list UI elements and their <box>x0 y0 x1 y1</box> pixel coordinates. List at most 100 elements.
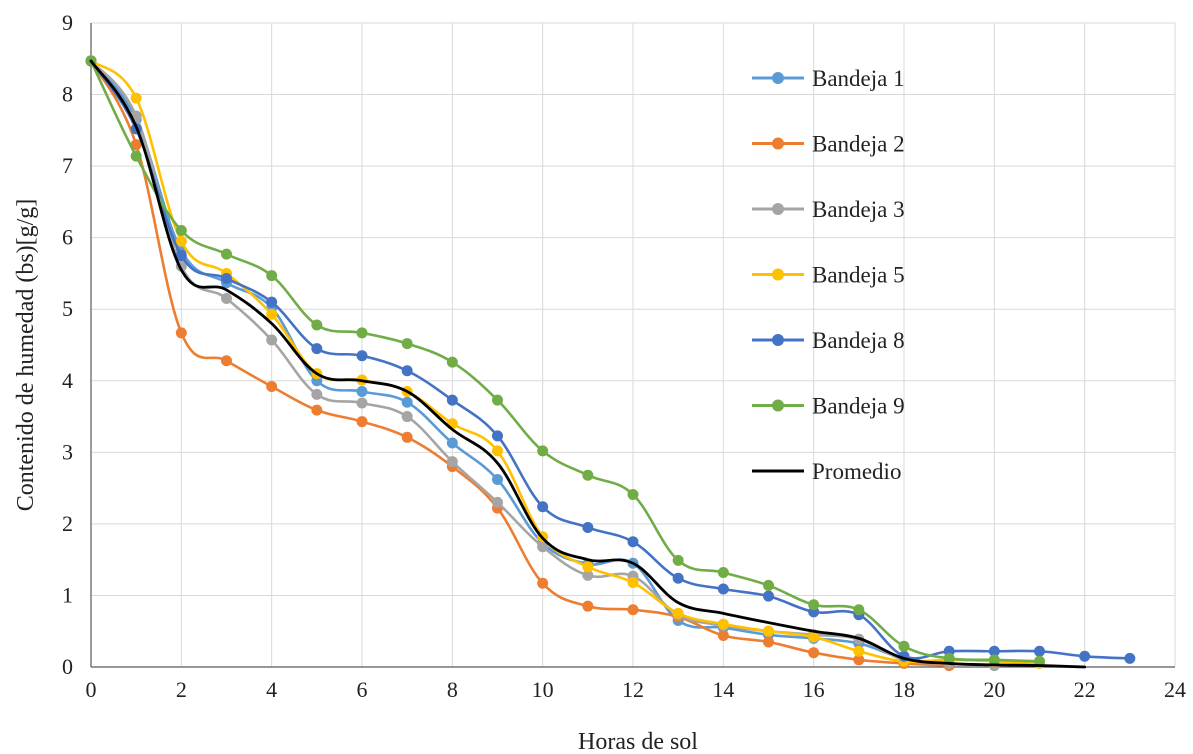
data-point-bandeja-8 <box>1124 652 1136 664</box>
series-group <box>85 55 1136 672</box>
legend-item-bandeja-5: Bandeja 5 <box>752 263 905 288</box>
data-point-bandeja-9 <box>808 599 820 611</box>
data-point-bandeja-8 <box>311 343 323 355</box>
data-point-bandeja-5 <box>853 645 865 657</box>
legend-item-bandeja-1: Bandeja 1 <box>752 66 905 91</box>
legend-item-promedio: Promedio <box>752 459 901 484</box>
y-tick-label: 6 <box>62 225 73 250</box>
x-tick-label: 2 <box>176 677 187 702</box>
legend-marker <box>772 334 784 346</box>
data-point-bandeja-8 <box>717 583 729 595</box>
x-tick-label: 6 <box>357 677 368 702</box>
y-tick-label: 1 <box>62 582 73 607</box>
x-axis-label: Horas de sol <box>578 729 698 754</box>
y-tick-label: 3 <box>62 439 73 464</box>
y-tick-label: 0 <box>62 654 73 679</box>
data-point-bandeja-5 <box>627 577 639 589</box>
data-point-bandeja-3 <box>266 334 278 346</box>
data-point-bandeja-9 <box>446 356 458 368</box>
x-tick-label: 20 <box>983 677 1005 702</box>
legend-item-bandeja-9: Bandeja 9 <box>752 394 905 419</box>
data-point-bandeja-8 <box>672 572 684 584</box>
data-point-bandeja-9 <box>717 567 729 579</box>
legend-label: Bandeja 9 <box>812 394 905 419</box>
data-point-bandeja-9 <box>266 270 278 282</box>
data-point-bandeja-9 <box>311 319 323 331</box>
legend-marker <box>772 137 784 150</box>
data-point-bandeja-2 <box>763 636 774 648</box>
data-point-bandeja-9 <box>175 225 187 237</box>
data-point-bandeja-1 <box>492 474 503 486</box>
data-point-bandeja-8 <box>1079 650 1091 662</box>
data-point-bandeja-3 <box>537 541 549 553</box>
y-tick-label: 7 <box>62 153 73 178</box>
data-point-bandeja-8 <box>446 394 458 406</box>
series-bandeja-2 <box>85 55 955 672</box>
data-point-bandeja-9 <box>130 150 142 162</box>
data-point-bandeja-9 <box>988 654 1000 666</box>
data-point-bandeja-5 <box>763 625 774 637</box>
legend-label: Bandeja 2 <box>812 132 905 157</box>
series-line-bandeja-8 <box>89 59 1132 660</box>
data-point-bandeja-8 <box>537 501 549 513</box>
legend-label: Bandeja 8 <box>812 328 905 353</box>
legend-marker <box>772 203 784 215</box>
data-point-bandeja-8 <box>356 350 368 362</box>
data-point-bandeja-3 <box>356 397 368 409</box>
data-point-bandeja-5 <box>582 561 594 573</box>
legend-item-bandeja-8: Bandeja 8 <box>752 328 905 353</box>
data-point-bandeja-5 <box>266 308 278 320</box>
legend-marker <box>772 72 784 84</box>
data-point-bandeja-3 <box>582 569 594 581</box>
data-point-bandeja-3 <box>311 388 323 400</box>
data-point-bandeja-3 <box>401 411 413 423</box>
data-point-bandeja-8 <box>763 590 774 602</box>
data-point-bandeja-9 <box>853 604 865 616</box>
data-point-bandeja-5 <box>808 631 820 643</box>
grid-lines <box>91 22 1176 667</box>
y-tick-label: 9 <box>62 10 73 35</box>
legend: Bandeja 1 Bandeja 2 Bandeja 3 Bandeja 5 Band… <box>752 66 905 484</box>
data-point-bandeja-3 <box>221 292 232 304</box>
y-tick-label: 2 <box>62 511 73 536</box>
y-tick-labels: 0 1 2 3 4 5 6 7 8 9 <box>62 10 73 679</box>
x-tick-label: 10 <box>532 677 554 702</box>
data-point-bandeja-9 <box>356 327 368 339</box>
data-point-bandeja-9 <box>943 652 955 664</box>
data-point-bandeja-9 <box>537 445 549 457</box>
data-point-bandeja-2 <box>130 139 142 151</box>
y-tick-label: 5 <box>62 296 73 321</box>
series-bandeja-9 <box>85 55 1045 667</box>
data-point-bandeja-2 <box>266 381 278 393</box>
data-point-bandeja-2 <box>627 604 639 616</box>
data-point-bandeja-9 <box>221 248 232 260</box>
series-line-promedio <box>89 59 1087 669</box>
data-point-bandeja-3 <box>492 496 503 508</box>
data-point-bandeja-8 <box>266 296 278 308</box>
series-line-bandeja-3 <box>89 59 996 667</box>
series-bandeja-8 <box>85 55 1136 664</box>
data-point-bandeja-9 <box>627 489 639 501</box>
y-tick-label: 8 <box>62 82 73 107</box>
data-point-bandeja-2 <box>853 654 865 666</box>
data-point-bandeja-2 <box>582 600 594 612</box>
x-tick-label: 12 <box>622 677 644 702</box>
data-point-bandeja-5 <box>175 235 187 247</box>
y-tick-label: 4 <box>62 368 73 393</box>
data-point-bandeja-3 <box>446 456 458 468</box>
x-tick-labels: 0 2 4 6 8 10 12 14 16 18 20 22 24 <box>86 677 1187 702</box>
data-point-bandeja-8 <box>221 272 232 284</box>
y-axis-label: Contenido de humedad (bs)[g/g] <box>13 199 39 512</box>
data-point-bandeja-5 <box>717 618 729 630</box>
x-tick-label: 24 <box>1164 677 1186 702</box>
data-point-bandeja-5 <box>672 607 684 619</box>
data-point-bandeja-9 <box>763 579 774 591</box>
data-point-bandeja-1 <box>401 396 413 408</box>
data-point-bandeja-2 <box>717 630 729 642</box>
data-point-bandeja-8 <box>492 430 503 442</box>
series-promedio <box>89 59 1087 669</box>
legend-label: Promedio <box>812 459 901 484</box>
data-point-bandeja-5 <box>130 92 142 104</box>
data-point-bandeja-8 <box>582 521 594 533</box>
